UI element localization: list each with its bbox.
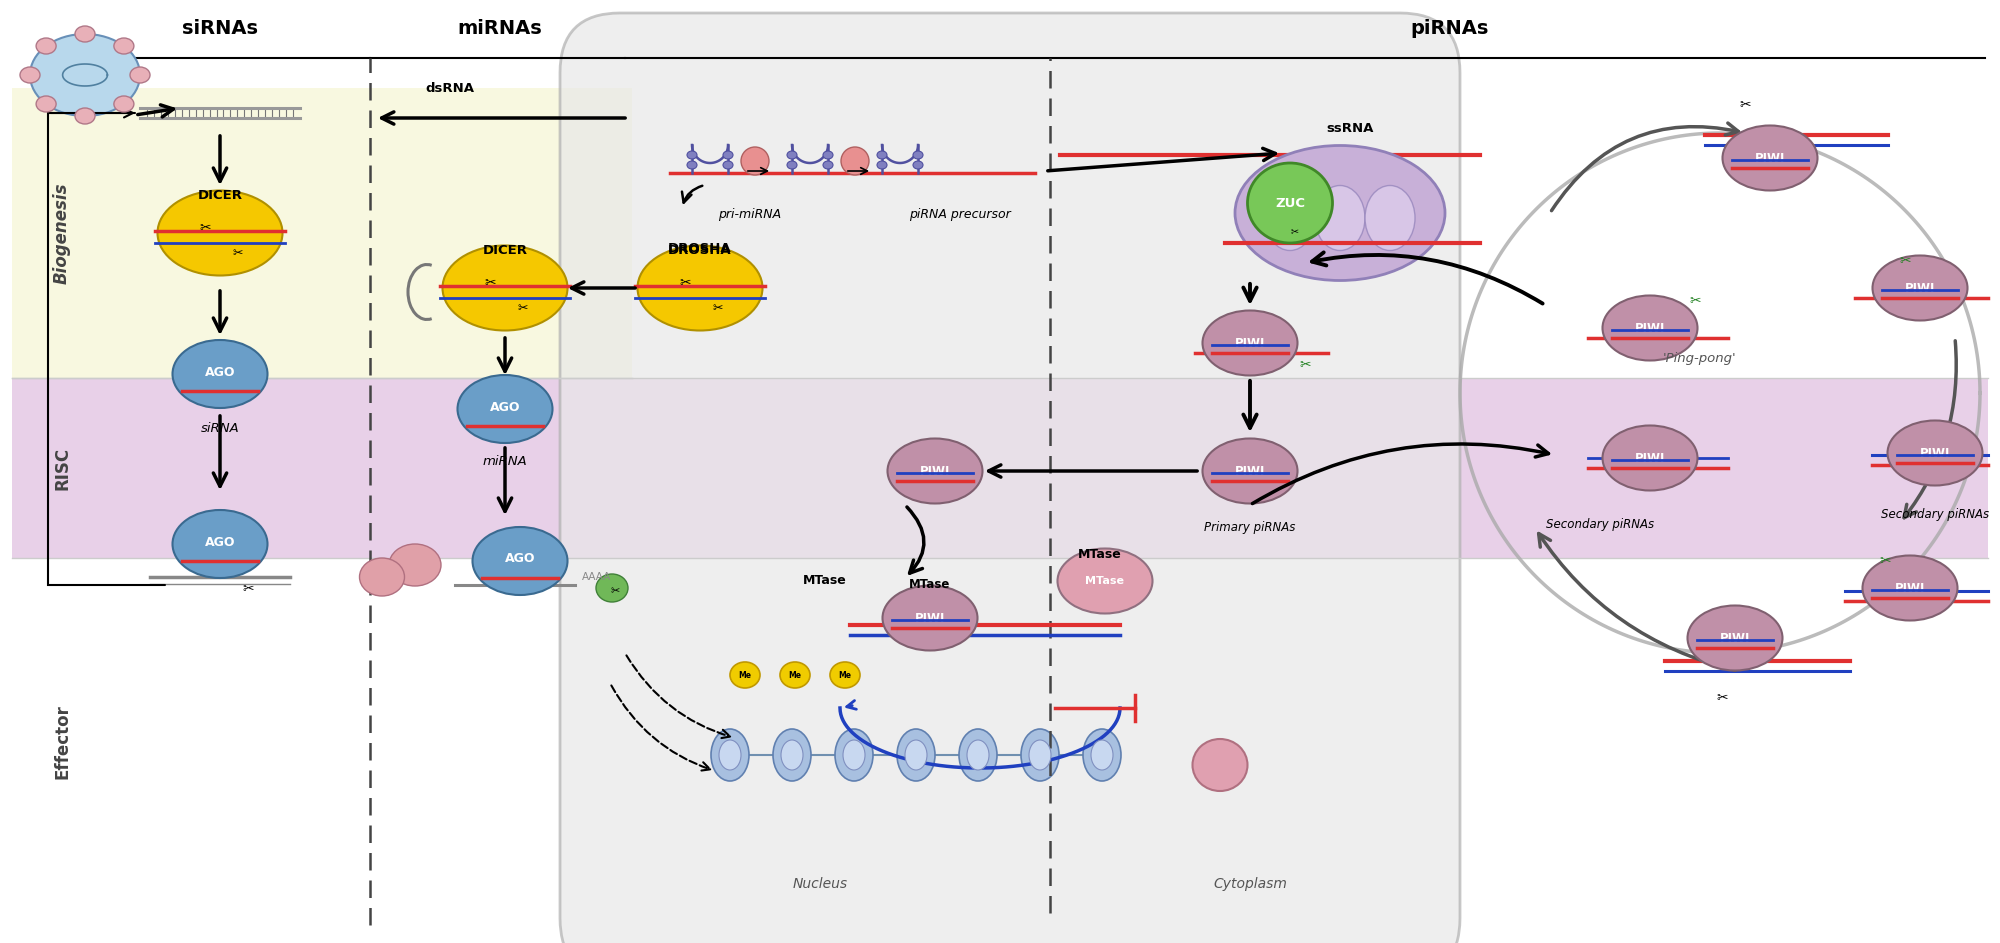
Ellipse shape	[360, 558, 404, 596]
Ellipse shape	[1872, 256, 1968, 321]
Text: MTase: MTase	[1086, 576, 1124, 586]
Text: miRNAs: miRNAs	[458, 19, 542, 38]
Text: ✂: ✂	[1690, 294, 1700, 308]
Ellipse shape	[1248, 163, 1332, 243]
Text: ZUC: ZUC	[1276, 196, 1304, 209]
Text: MTase: MTase	[1078, 549, 1122, 561]
Text: PIWI: PIWI	[1904, 282, 1936, 294]
Text: ssRNA: ssRNA	[1326, 122, 1374, 135]
Ellipse shape	[114, 96, 134, 112]
Ellipse shape	[1266, 186, 1316, 251]
Ellipse shape	[1192, 739, 1248, 791]
Text: DICER: DICER	[198, 189, 242, 202]
Text: PIWI: PIWI	[1234, 465, 1266, 477]
Text: Me: Me	[838, 670, 852, 680]
Text: AGO: AGO	[204, 536, 236, 549]
Text: dsRNA: dsRNA	[426, 82, 474, 95]
Text: siRNAs: siRNAs	[182, 19, 258, 38]
Ellipse shape	[688, 161, 698, 169]
Text: PIWI: PIWI	[1894, 582, 1926, 594]
Text: siRNA: siRNA	[200, 422, 240, 435]
Ellipse shape	[914, 161, 924, 169]
Ellipse shape	[1092, 740, 1112, 770]
Ellipse shape	[878, 151, 888, 159]
Text: AAAA: AAAA	[582, 572, 612, 582]
Ellipse shape	[472, 527, 568, 595]
Ellipse shape	[76, 26, 96, 42]
Ellipse shape	[1888, 421, 1982, 486]
Ellipse shape	[20, 67, 40, 83]
Text: ✂: ✂	[1880, 554, 1890, 568]
Text: ✂: ✂	[1290, 226, 1300, 236]
Ellipse shape	[878, 161, 888, 169]
Text: AGO: AGO	[490, 401, 520, 413]
Text: PIWI: PIWI	[1634, 452, 1666, 465]
Ellipse shape	[76, 108, 96, 124]
Ellipse shape	[36, 38, 56, 54]
Ellipse shape	[30, 34, 140, 116]
Text: AGO: AGO	[204, 366, 236, 378]
Ellipse shape	[730, 662, 760, 688]
Text: DROSHA: DROSHA	[668, 243, 732, 256]
Ellipse shape	[688, 151, 698, 159]
Text: ✂: ✂	[484, 276, 496, 290]
Text: ✂: ✂	[1740, 98, 1750, 112]
Text: Me: Me	[788, 670, 802, 680]
Text: piRNA precursor: piRNA precursor	[910, 208, 1010, 221]
Text: Cytoplasm: Cytoplasm	[1214, 877, 1286, 891]
Text: Me: Me	[738, 670, 752, 680]
Ellipse shape	[1862, 555, 1958, 620]
Ellipse shape	[824, 151, 832, 159]
Ellipse shape	[720, 740, 742, 770]
Ellipse shape	[724, 161, 732, 169]
Text: RISC: RISC	[54, 446, 72, 489]
Text: pri-miRNA: pri-miRNA	[718, 208, 782, 221]
Ellipse shape	[740, 147, 770, 175]
Ellipse shape	[1722, 125, 1818, 190]
Text: ✂: ✂	[200, 221, 210, 235]
Ellipse shape	[638, 245, 762, 330]
Text: Nucleus: Nucleus	[792, 877, 848, 891]
Ellipse shape	[906, 740, 928, 770]
Text: Secondary piRNAs: Secondary piRNAs	[1546, 518, 1654, 531]
Ellipse shape	[824, 161, 832, 169]
Text: MTase: MTase	[804, 574, 846, 587]
Ellipse shape	[830, 662, 860, 688]
Ellipse shape	[836, 729, 872, 781]
FancyBboxPatch shape	[560, 13, 1460, 943]
Text: PIWI: PIWI	[1720, 632, 1750, 644]
Ellipse shape	[1236, 145, 1444, 280]
Ellipse shape	[1058, 549, 1152, 614]
Ellipse shape	[442, 245, 568, 330]
Text: PIWI: PIWI	[1234, 337, 1266, 350]
Text: Secondary piRNAs: Secondary piRNAs	[1880, 508, 1990, 521]
Ellipse shape	[888, 438, 982, 504]
Text: ✂: ✂	[1716, 691, 1728, 705]
Ellipse shape	[158, 190, 282, 275]
Ellipse shape	[782, 740, 804, 770]
Text: ✂: ✂	[518, 302, 528, 315]
Text: miRNA: miRNA	[482, 455, 528, 468]
Ellipse shape	[844, 740, 864, 770]
Text: Effector: Effector	[54, 704, 72, 779]
Text: ✂: ✂	[680, 276, 690, 290]
Ellipse shape	[1602, 295, 1698, 360]
Text: PIWI: PIWI	[1920, 446, 1950, 459]
Ellipse shape	[960, 729, 996, 781]
Text: PIWI: PIWI	[1754, 152, 1786, 164]
Text: ✂: ✂	[610, 586, 620, 596]
Text: PIWI: PIWI	[1634, 322, 1666, 335]
Ellipse shape	[1022, 729, 1060, 781]
Text: AGO: AGO	[504, 553, 536, 566]
Ellipse shape	[1202, 310, 1298, 375]
Text: MTase: MTase	[910, 578, 950, 591]
Text: ✂: ✂	[712, 302, 724, 315]
Ellipse shape	[840, 147, 868, 175]
Ellipse shape	[1202, 438, 1298, 504]
Ellipse shape	[914, 151, 924, 159]
Text: Biogenesis: Biogenesis	[54, 182, 72, 284]
Text: ✂: ✂	[1300, 358, 1310, 372]
Ellipse shape	[774, 729, 812, 781]
Ellipse shape	[968, 740, 988, 770]
